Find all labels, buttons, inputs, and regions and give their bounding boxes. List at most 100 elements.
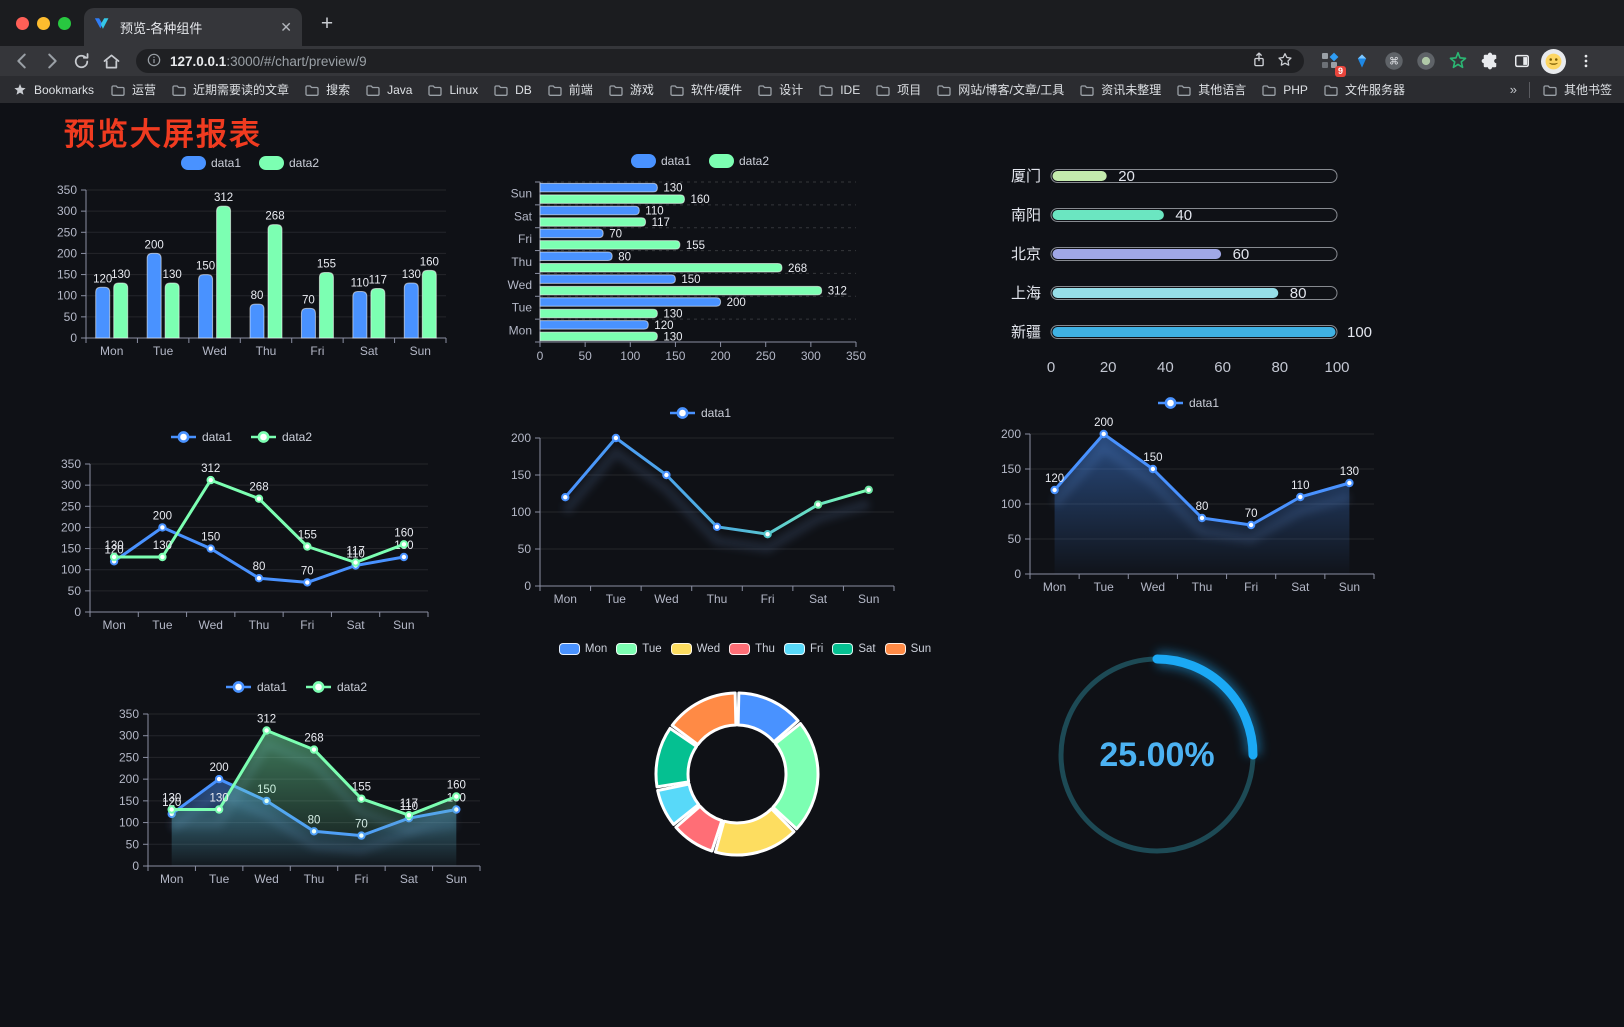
svg-text:Fri: Fri <box>300 618 314 632</box>
other-bookmarks-folder[interactable]: 其他书签 <box>1542 81 1612 98</box>
donut-pie-canvas <box>654 691 820 857</box>
folder-icon <box>609 84 623 96</box>
browser-menu-kebab-icon[interactable] <box>1573 49 1598 74</box>
svg-text:200: 200 <box>119 772 139 786</box>
svg-text:150: 150 <box>201 532 220 544</box>
donut-pie-chart: Mon Tue Wed Thu Fri Sat Sun <box>545 636 945 876</box>
svg-text:110: 110 <box>351 277 369 289</box>
bookmark-folder-13[interactable]: 资讯未整理 <box>1079 81 1161 98</box>
svg-text:Mon: Mon <box>509 324 532 338</box>
bookmark-folder-16[interactable]: 文件服务器 <box>1323 81 1405 98</box>
tab-favicon-icon <box>94 17 111 38</box>
bookmark-folder-7[interactable]: 游戏 <box>608 81 654 98</box>
extensions-puzzle-icon[interactable] <box>1477 49 1502 74</box>
legend-item-Mon[interactable]: Mon <box>558 643 607 655</box>
bookmark-folder-10[interactable]: IDE <box>818 82 860 98</box>
legend-item-data1[interactable]: data1 <box>225 680 287 694</box>
bookmark-item-bookmarks[interactable]: Bookmarks <box>12 82 94 98</box>
legend-label: data1 <box>700 406 732 420</box>
bookmark-folder-label: Linux <box>449 82 479 97</box>
bookmark-folder-14[interactable]: 其他语言 <box>1176 81 1246 98</box>
legend-item-data1[interactable]: data1 <box>180 156 241 170</box>
svg-text:117: 117 <box>652 217 670 229</box>
legend-item-data2[interactable]: data2 <box>250 430 312 444</box>
reload-button[interactable] <box>68 48 95 74</box>
svg-text:50: 50 <box>64 310 78 324</box>
extension-command-icon[interactable]: ⌘ <box>1381 49 1406 74</box>
folder-icon <box>1080 84 1094 96</box>
profile-avatar[interactable] <box>1541 48 1566 74</box>
legend-item-Fri[interactable]: Fri <box>783 643 823 655</box>
legend-item-Sun[interactable]: Sun <box>884 643 931 655</box>
share-icon[interactable] <box>1250 51 1268 72</box>
bookmark-folder-11[interactable]: 项目 <box>875 81 921 98</box>
legend-item-data1[interactable]: data1 <box>630 154 691 168</box>
home-button[interactable] <box>98 48 125 74</box>
svg-text:80: 80 <box>251 290 264 302</box>
svg-text:100: 100 <box>1347 324 1372 341</box>
bookmark-folder-4[interactable]: Linux <box>427 82 478 98</box>
svg-text:60: 60 <box>1214 359 1231 376</box>
grouped-bar-chart: data1 data2 0 50 100 150 200 250 300 350 Mon Tue Wed… <box>40 150 460 362</box>
svg-text:200: 200 <box>145 239 164 251</box>
bookmark-star-icon[interactable] <box>1276 51 1294 72</box>
window-controls <box>16 17 71 30</box>
svg-text:80: 80 <box>253 561 266 573</box>
extension-gem-icon[interactable] <box>1349 49 1374 74</box>
new-tab-button[interactable]: + <box>320 12 334 35</box>
svg-text:Sun: Sun <box>410 344 431 358</box>
svg-text:120: 120 <box>1045 473 1064 485</box>
extension-tiles-icon[interactable]: 9 <box>1317 49 1346 77</box>
address-bar[interactable]: 127.0.0.1:3000/#/chart/preview/9 <box>136 49 1304 73</box>
svg-text:80: 80 <box>1196 501 1209 513</box>
legend-label: Sat <box>858 643 876 655</box>
svg-text:200: 200 <box>210 762 229 774</box>
star-icon <box>14 83 26 95</box>
bookmark-folder-8[interactable]: 软件/硬件 <box>669 81 742 98</box>
bookmark-folder-3[interactable]: Java <box>365 82 412 98</box>
svg-text:0: 0 <box>70 331 77 345</box>
legend-item-Wed[interactable]: Wed <box>670 643 720 655</box>
side-panel-icon[interactable] <box>1509 49 1534 74</box>
legend-item-Tue[interactable]: Tue <box>616 643 662 655</box>
svg-text:130: 130 <box>210 793 229 805</box>
svg-text:Sun: Sun <box>446 872 467 886</box>
forward-button[interactable] <box>38 48 65 74</box>
bookmark-folder-6[interactable]: 前端 <box>547 81 593 98</box>
legend-item-data1[interactable]: data1 <box>170 430 232 444</box>
legend-item-data2[interactable]: data2 <box>305 680 367 694</box>
legend-item-data1[interactable]: data1 <box>669 406 731 420</box>
chart-legend: data1 <box>492 400 908 426</box>
svg-text:Sat: Sat <box>809 592 828 606</box>
folder-icon <box>494 84 508 96</box>
legend-item-data1[interactable]: data1 <box>1157 396 1219 410</box>
bookmark-folder-0[interactable]: 运营 <box>110 81 156 98</box>
legend-item-data2[interactable]: data2 <box>259 156 319 170</box>
svg-text:200: 200 <box>727 297 746 309</box>
browser-tab[interactable]: 预览-各种组件 ✕ <box>84 8 302 46</box>
svg-text:300: 300 <box>119 729 139 743</box>
legend-swatch <box>884 643 906 655</box>
legend-item-Thu[interactable]: Thu <box>729 643 775 655</box>
bookmark-folder-12[interactable]: 网站/博客/文章/工具 <box>936 81 1064 98</box>
bookmark-folder-15[interactable]: PHP <box>1261 82 1308 98</box>
close-window-button[interactable] <box>16 17 29 30</box>
bookmark-folder-1[interactable]: 近期需要读的文章 <box>171 81 289 98</box>
legend-item-data2[interactable]: data2 <box>709 154 769 168</box>
legend-item-Sat[interactable]: Sat <box>832 643 876 655</box>
site-info-icon[interactable] <box>146 52 162 71</box>
extension-star-icon[interactable] <box>1445 49 1470 74</box>
minimize-window-button[interactable] <box>37 17 50 30</box>
svg-text:100: 100 <box>1001 497 1021 511</box>
folder-icon <box>305 84 319 96</box>
svg-text:50: 50 <box>68 584 82 598</box>
bookmark-folder-9[interactable]: 设计 <box>757 81 803 98</box>
bookmark-folder-5[interactable]: DB <box>493 82 532 98</box>
extension-record-icon[interactable] <box>1413 49 1438 74</box>
zoom-window-button[interactable] <box>58 17 71 30</box>
back-button[interactable] <box>8 48 35 74</box>
bookmark-folder-2[interactable]: 搜索 <box>304 81 350 98</box>
bookmarks-overflow-chevron[interactable]: » <box>1509 82 1517 97</box>
svg-text:0: 0 <box>74 605 81 619</box>
tab-close-button[interactable]: ✕ <box>280 19 292 35</box>
